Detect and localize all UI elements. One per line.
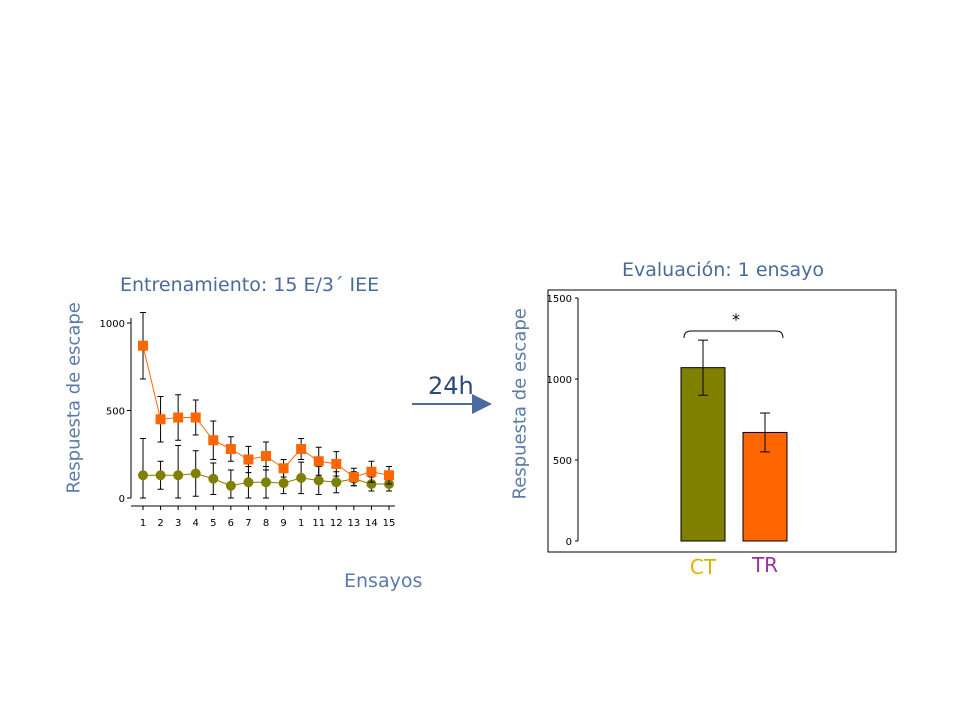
data-point-tr bbox=[243, 454, 254, 465]
data-point-tr bbox=[208, 435, 219, 446]
training-chart-title: Entrenamiento: 15 E/3´ IEE bbox=[120, 274, 380, 296]
x-tick-label: 14 bbox=[365, 518, 378, 529]
data-point-tr bbox=[313, 456, 324, 467]
data-point-ct bbox=[278, 478, 289, 489]
data-point-tr bbox=[331, 458, 342, 469]
data-point-tr bbox=[348, 472, 359, 482]
data-point-tr bbox=[190, 412, 201, 423]
y-tick-label: 0 bbox=[119, 494, 125, 505]
data-point-ct bbox=[173, 470, 184, 481]
bar-ct bbox=[680, 367, 726, 542]
y-tick-label: 1000 bbox=[100, 319, 125, 330]
data-point-tr bbox=[225, 444, 236, 454]
data-point-tr bbox=[384, 470, 394, 481]
training-chart-xlabel: Ensayos bbox=[344, 570, 423, 592]
y-tick-label: 500 bbox=[553, 456, 572, 467]
y-tick-label: 500 bbox=[106, 407, 125, 418]
data-point-tr bbox=[155, 414, 166, 425]
x-tick-label: 5 bbox=[210, 518, 216, 529]
category-label-ct: CT bbox=[690, 555, 717, 579]
y-tick-label: 0 bbox=[566, 537, 572, 548]
data-point-ct bbox=[155, 470, 166, 481]
data-point-ct bbox=[225, 480, 236, 491]
y-tick-label: 1500 bbox=[547, 294, 572, 305]
x-tick-label: 6 bbox=[228, 518, 234, 529]
x-tick-label: 8 bbox=[263, 518, 269, 529]
x-tick-label: 15 bbox=[383, 518, 396, 529]
test-bar-chart: 0 500 1000 1500 CT TR * bbox=[547, 289, 897, 579]
data-point-ct bbox=[313, 475, 324, 486]
data-point-tr bbox=[261, 451, 271, 461]
data-point-ct bbox=[331, 477, 342, 488]
x-tick-label: 9 bbox=[280, 518, 286, 529]
data-point-ct bbox=[296, 472, 307, 483]
x-tick-label: 12 bbox=[330, 518, 343, 529]
x-tick-label: 1 bbox=[140, 518, 146, 529]
significance-marker: * bbox=[732, 310, 740, 329]
x-tick-label: 7 bbox=[245, 518, 251, 529]
data-point-ct bbox=[261, 477, 271, 488]
data-point-ct bbox=[138, 470, 148, 481]
data-point-ct bbox=[366, 479, 377, 489]
x-tick-label: 11 bbox=[312, 518, 325, 529]
plot-frame bbox=[547, 289, 897, 553]
delay-label: 24h bbox=[428, 372, 474, 400]
test-chart-title: Evaluación: 1 ensayo bbox=[622, 259, 824, 281]
y-tick-label: 1000 bbox=[547, 375, 572, 386]
category-label-tr: TR bbox=[751, 553, 778, 577]
x-tick-label: 2 bbox=[157, 518, 163, 529]
data-point-ct bbox=[208, 473, 219, 484]
data-point-tr bbox=[296, 444, 307, 454]
data-point-tr bbox=[138, 340, 148, 351]
x-tick-label: 4 bbox=[193, 518, 199, 529]
x-tick-label: 13 bbox=[347, 518, 360, 529]
x-tick-label: 1 bbox=[298, 518, 304, 529]
data-point-tr bbox=[278, 463, 289, 474]
data-point-tr bbox=[173, 412, 184, 423]
data-point-tr bbox=[366, 466, 377, 477]
x-tick-label: 3 bbox=[175, 518, 181, 529]
data-point-ct bbox=[243, 477, 254, 488]
significance-bracket bbox=[683, 330, 784, 339]
data-point-ct bbox=[190, 468, 201, 479]
